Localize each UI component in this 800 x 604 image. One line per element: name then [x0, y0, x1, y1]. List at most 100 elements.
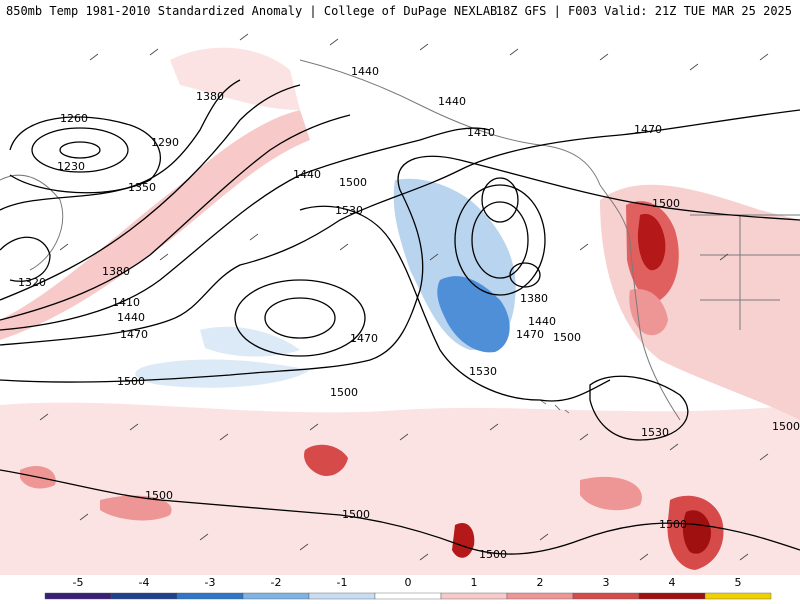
colorbar-tick-label: 3 — [602, 576, 610, 589]
contour-label: 1320 — [18, 276, 46, 289]
contour-1290 — [9, 116, 161, 194]
siberia-coast — [0, 174, 64, 271]
colorbar-tick-label: 1 — [470, 576, 478, 589]
warm-spot-south-2 — [452, 522, 475, 558]
contour-labels: 1440 1440 1410 1470 1380 1260 1290 1230 1350 1440… — [18, 65, 800, 561]
contour-1440-low-gulf — [454, 184, 546, 296]
contour-label: 1440 — [293, 168, 321, 181]
contour-label: 1500 — [117, 375, 145, 388]
contour-label: 1440 — [117, 311, 145, 324]
warm-patch-south-5 — [100, 495, 172, 521]
contour-1470 — [0, 109, 800, 346]
contour-1500-south — [0, 469, 800, 555]
colorbar-tick-label: 2 — [536, 576, 544, 589]
cool-anomaly-mid-pacific — [135, 359, 310, 388]
contour-1380 — [0, 84, 301, 301]
contour-label: 1440 — [438, 95, 466, 108]
map-title: 850mb Temp 1981-2010 Standardized Anomal… — [6, 4, 498, 18]
colorbar-swatch — [572, 592, 640, 600]
contour-1440 — [0, 127, 491, 331]
weather-map: 1440 1440 1410 1470 1380 1260 1290 1230 1350 1440… — [0, 22, 800, 575]
warm-patch-south-4 — [580, 476, 642, 511]
colorbar-canvas — [44, 592, 772, 600]
anomaly-colorbar: -5 -4 -3 -2 -1 0 1 2 3 4 5 — [0, 575, 800, 600]
warm-anomaly-bering-belt — [0, 110, 310, 340]
contour-label: 1500 — [145, 489, 173, 502]
colorbar-tick-label: -3 — [204, 576, 216, 589]
wind-barbs — [39, 33, 769, 561]
contour-label: 1530 — [335, 204, 363, 217]
colorbar-swatches — [44, 592, 772, 600]
strong-cool-core — [437, 276, 510, 353]
contour-1230-low — [59, 141, 101, 159]
colorbar-tick-label: -5 — [72, 576, 84, 589]
contour-1260 — [31, 127, 129, 173]
contour-1470-low-inner — [481, 177, 519, 223]
map-canvas: 1440 1440 1410 1470 1380 1260 1290 1230 1350 1440… — [0, 33, 800, 575]
contour-1320 — [0, 236, 51, 282]
contour-label: 1500 — [553, 331, 581, 344]
extreme-warm-south-core — [682, 510, 711, 554]
contour-label: 1470 — [350, 332, 378, 345]
colorbar-swatch — [638, 592, 706, 600]
model-run-info: 18Z GFS | F003 Valid: 21Z TUE MAR 25 202… — [495, 4, 792, 18]
colorbar-tick-label: -4 — [138, 576, 150, 589]
colorbar-swatch — [440, 592, 508, 600]
contour-label: 1530 — [469, 365, 497, 378]
colorbar-swatch — [704, 592, 772, 600]
contour-label: 1470 — [634, 123, 662, 136]
contour-1530 — [299, 205, 611, 402]
warm-spot-south-1 — [304, 444, 348, 477]
map-title-bar: 850mb Temp 1981-2010 Standardized Anomal… — [0, 0, 800, 22]
contour-1500-high-center — [264, 297, 336, 339]
warm-anomaly-nw — [170, 47, 300, 110]
contour-1380-low-gulf — [509, 262, 541, 288]
contour-label: 1500 — [479, 548, 507, 561]
colorbar-swatch — [506, 592, 574, 600]
contour-label: 1500 — [772, 420, 800, 433]
contour-1410 — [0, 114, 351, 321]
contour-1470-high-center — [234, 279, 366, 357]
anomaly-shading — [0, 47, 800, 575]
colorbar-tick-label: 0 — [404, 576, 412, 589]
contour-label: 1500 — [330, 386, 358, 399]
contour-label: 1380 — [102, 265, 130, 278]
british-columbia-coast — [599, 184, 681, 421]
contour-label: 1410 — [467, 126, 495, 139]
contour-label: 1470 — [120, 328, 148, 341]
colorbar-swatch — [44, 592, 112, 600]
warm-anomaly-tropics — [0, 402, 800, 575]
contour-label: 1290 — [151, 136, 179, 149]
height-contours — [0, 79, 800, 555]
contour-1530-east — [589, 375, 689, 441]
contour-label: 1350 — [128, 181, 156, 194]
alaska-coast — [299, 59, 601, 186]
colorbar-tick-label: 5 — [734, 576, 742, 589]
colorbar-swatch — [176, 592, 244, 600]
contour-label: 1380 — [520, 292, 548, 305]
contour-label: 1500 — [342, 508, 370, 521]
contour-label: 1440 — [528, 315, 556, 328]
coastlines — [0, 59, 800, 421]
contour-label: 1500 — [652, 197, 680, 210]
contour-label: 1410 — [112, 296, 140, 309]
contour-1500 — [0, 155, 800, 383]
contour-label: 1230 — [57, 160, 85, 173]
contour-label: 1380 — [196, 90, 224, 103]
colorbar-tick-label: 4 — [668, 576, 676, 589]
contour-1350 — [0, 79, 241, 211]
colorbar-tick-label: -2 — [270, 576, 282, 589]
colorbar-swatch — [110, 592, 178, 600]
contour-label: 1470 — [516, 328, 544, 341]
colorbar-swatch — [308, 592, 376, 600]
colorbar-swatch — [374, 592, 442, 600]
contour-label: 1500 — [659, 518, 687, 531]
colorbar-tick-label: -1 — [336, 576, 348, 589]
contour-label: 1260 — [60, 112, 88, 125]
contour-1410-low-gulf — [471, 201, 529, 279]
contour-label: 1530 — [641, 426, 669, 439]
contour-label: 1500 — [339, 176, 367, 189]
colorbar-swatch — [242, 592, 310, 600]
contour-label: 1440 — [351, 65, 379, 78]
extreme-warm-pacnw-core — [637, 213, 666, 271]
